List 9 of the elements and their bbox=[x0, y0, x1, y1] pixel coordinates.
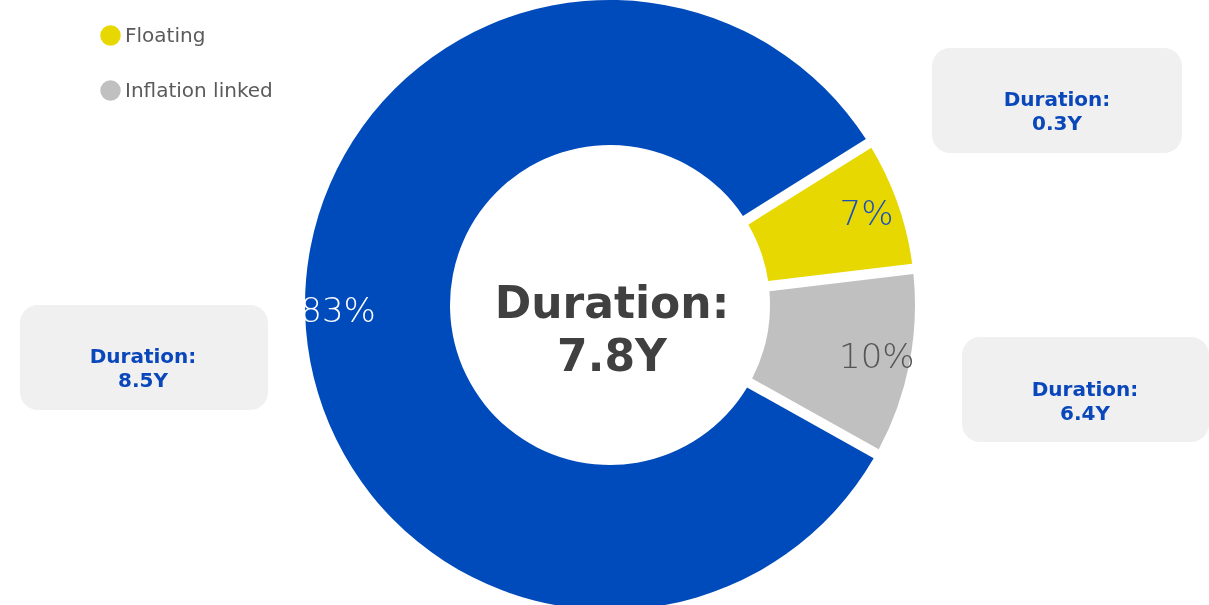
text: Duration: 6.4Y bbox=[1031, 377, 1139, 425]
data-label: 83% bbox=[300, 289, 376, 330]
data-label: 7% bbox=[839, 192, 894, 233]
legend-label: Floating bbox=[125, 22, 206, 47]
text: Duration: 0.3Y bbox=[1003, 87, 1111, 135]
legend-label: Inflation linked bbox=[125, 77, 273, 102]
text: Duration: 8.5Y bbox=[89, 344, 197, 392]
text: Duration: 7.8Y bbox=[494, 277, 730, 381]
data-label: 10% bbox=[839, 335, 915, 376]
